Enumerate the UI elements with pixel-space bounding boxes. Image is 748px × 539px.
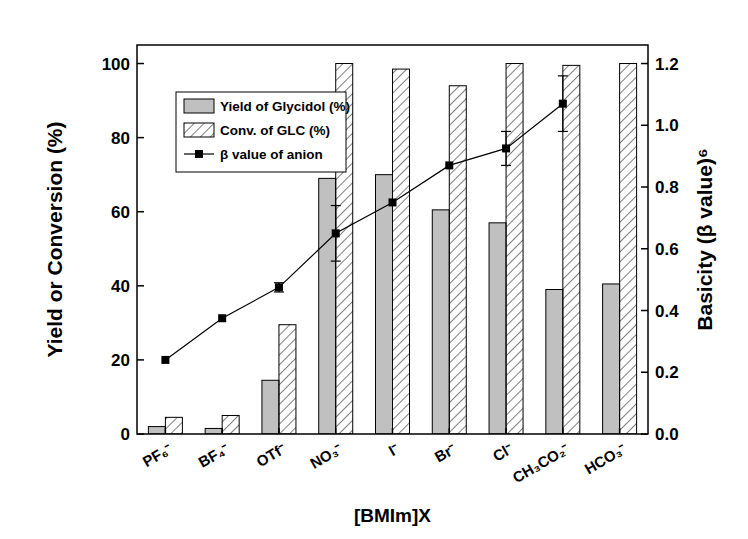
tick-label: 1.2 <box>655 55 679 74</box>
tick <box>137 211 144 213</box>
bar <box>222 415 239 434</box>
axis-label: Yield or Conversion (%) <box>43 121 66 357</box>
tick <box>641 125 648 127</box>
error-cap <box>274 282 284 283</box>
legend-label: Conv. of GLC (%) <box>220 123 330 138</box>
error-cap <box>331 261 341 262</box>
marker <box>275 283 283 291</box>
tick-label: NO₃⁻ <box>307 440 345 472</box>
tick <box>137 433 144 435</box>
tick <box>221 428 223 434</box>
plot-frame <box>137 45 648 434</box>
bar <box>205 428 222 434</box>
tick-label: BF₄⁻ <box>195 440 231 471</box>
tick <box>641 310 648 312</box>
chart: 0 20 40 60 80 100 0.0 0.2 0.4 0.6 0.8 1.0 1.2 PF₆⁻ BF₄… <box>0 0 748 539</box>
tick-label: 0.6 <box>655 240 679 259</box>
tick-label: HCO₃⁻ <box>581 440 629 477</box>
error-bar <box>558 76 568 132</box>
tick-label: 100 <box>102 55 130 74</box>
legend-swatch <box>195 150 203 158</box>
bar <box>506 64 523 434</box>
tick <box>278 428 280 434</box>
marker <box>161 356 169 364</box>
legend-swatch <box>184 123 214 137</box>
bar <box>449 86 466 434</box>
error-cap <box>558 75 568 76</box>
tick-label: 20 <box>111 351 130 370</box>
legend-swatch <box>184 99 214 113</box>
tick-label: 60 <box>111 203 130 222</box>
tick <box>137 137 144 139</box>
bar <box>262 380 279 434</box>
tick-label: Cl⁻ <box>490 440 516 465</box>
error-cap <box>274 291 284 292</box>
tick-label: 0.4 <box>655 302 679 321</box>
bar <box>376 175 393 434</box>
legend: Yield of Glycidol (%) Conv. of GLC (%) β v… <box>176 92 350 172</box>
bar <box>489 223 506 434</box>
axis-label: [BMIm]X <box>354 505 431 526</box>
axis-label: Basicity (β value)⁶ <box>693 148 716 330</box>
bar <box>620 64 637 434</box>
tick-label: 80 <box>111 129 130 148</box>
tick <box>392 428 394 434</box>
error-cap <box>501 165 511 166</box>
tick <box>641 433 648 435</box>
tick <box>505 428 507 434</box>
tick-label: PF₆⁻ <box>140 440 175 470</box>
bar <box>279 325 296 434</box>
marker <box>559 100 567 108</box>
bar <box>148 427 165 434</box>
tick <box>449 428 451 434</box>
error-cap <box>558 131 568 132</box>
marker <box>445 161 453 169</box>
marker <box>332 229 340 237</box>
tick-label: Br⁻ <box>432 440 459 466</box>
bar <box>546 290 563 434</box>
plot-marks <box>148 64 636 434</box>
tick-label: 40 <box>111 277 130 296</box>
tick-label: 0.8 <box>655 178 679 197</box>
tick-label: 0.2 <box>655 363 679 382</box>
bar <box>393 69 410 434</box>
error-bar <box>331 206 341 262</box>
tick <box>641 186 648 188</box>
bar <box>165 417 182 434</box>
tick <box>137 63 144 65</box>
bar <box>563 65 580 434</box>
tick <box>641 372 648 374</box>
bar <box>319 178 336 434</box>
tick <box>641 248 648 250</box>
tick <box>137 285 144 287</box>
legend-label: β value of anion <box>220 147 323 162</box>
tick-label: 0 <box>121 425 130 444</box>
tick <box>562 428 564 434</box>
tick-label: I⁻ <box>386 440 402 459</box>
error-bar <box>274 283 284 292</box>
marker <box>389 198 397 206</box>
tick <box>641 63 648 65</box>
bar <box>432 210 449 434</box>
error-bar <box>501 131 511 165</box>
marker <box>502 144 510 152</box>
error-cap <box>331 205 341 206</box>
legend-label: Yield of Glycidol (%) <box>220 99 350 114</box>
tick <box>137 359 144 361</box>
tick <box>619 428 621 434</box>
tick-label: 0.0 <box>655 425 679 444</box>
marker <box>218 314 226 322</box>
bar <box>603 284 620 434</box>
tick-label: 1.0 <box>655 116 679 135</box>
tick-label: OTf⁻ <box>253 440 288 470</box>
error-cap <box>501 131 511 132</box>
tick <box>335 428 337 434</box>
tick-label: CH₃CO₂⁻ <box>509 440 572 486</box>
tick <box>165 428 167 434</box>
